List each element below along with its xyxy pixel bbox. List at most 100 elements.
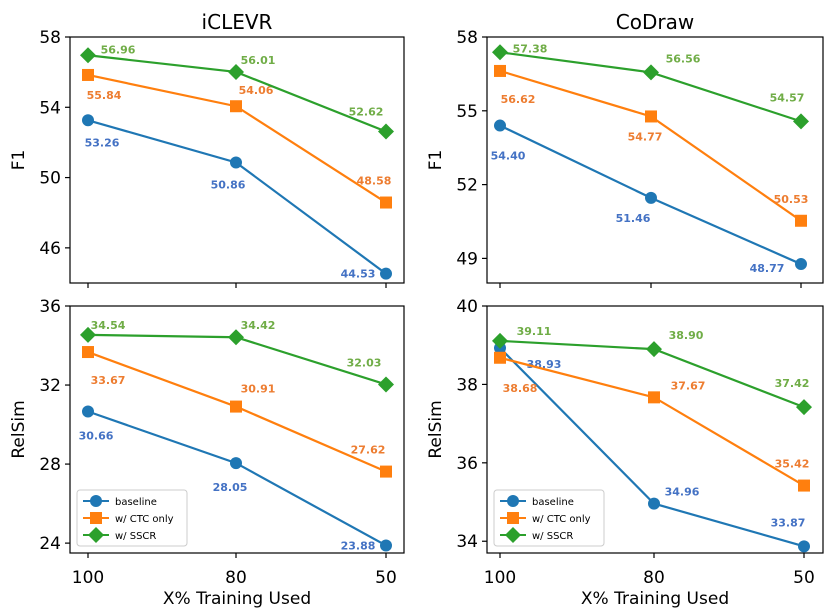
data-label-ctc: 54.06 [239, 84, 274, 97]
y-tick-label: 49 [456, 249, 478, 269]
data-point-sscr [228, 329, 244, 346]
y-tick-label: 32 [39, 376, 61, 396]
data-label-ctc: 48.58 [357, 175, 392, 188]
data-point-ctc [494, 64, 506, 77]
data-point-baseline [380, 539, 392, 552]
x-axis-label: X% Training Used [163, 589, 311, 609]
data-label-baseline: 30.66 [79, 430, 114, 443]
data-point-sscr [492, 44, 508, 61]
chart-title: CoDraw [616, 10, 694, 34]
data-label-baseline: 23.88 [341, 539, 376, 552]
data-label-sscr: 34.54 [91, 319, 126, 332]
legend-marker-sscr [88, 527, 104, 543]
series-baseline: 54.40 51.46 48.77 [491, 119, 807, 275]
series-ctc: 56.62 54.77 50.53 [494, 64, 809, 227]
data-label-baseline: 33.87 [771, 516, 806, 529]
data-point-ctc [230, 100, 242, 113]
legend-label-sscr: w/ SSCR [115, 531, 156, 542]
y-tick-label: 34 [456, 532, 478, 552]
data-point-baseline [230, 457, 242, 470]
series-ctc: 38.68 37.67 35.42 [494, 351, 810, 492]
data-label-baseline: 51.46 [616, 212, 651, 225]
y-tick-label: 38 [456, 375, 478, 395]
y-tick-label: 46 [39, 239, 61, 259]
data-label-sscr: 57.38 [513, 42, 548, 55]
data-point-ctc [798, 479, 810, 492]
data-label-ctc: 35.42 [775, 458, 810, 471]
data-point-sscr [80, 326, 96, 343]
data-point-ctc [82, 68, 94, 81]
x-axis-label: X% Training Used [581, 589, 729, 609]
data-label-ctc: 33.67 [91, 374, 126, 387]
x-tick-label: 100 [72, 568, 104, 588]
data-label-baseline: 44.53 [341, 268, 376, 281]
data-point-baseline [82, 405, 94, 418]
data-point-sscr [378, 376, 394, 393]
y-axis-label: RelSim [426, 400, 446, 458]
data-point-baseline [494, 119, 506, 132]
legend-marker-baseline [507, 495, 519, 507]
data-label-sscr: 37.42 [775, 377, 810, 390]
legend: baseline w/ CTC only w/ SSCR [493, 489, 605, 547]
data-point-sscr [378, 123, 394, 140]
data-label-baseline: 54.40 [491, 150, 526, 163]
data-label-ctc: 50.53 [774, 193, 809, 206]
data-point-sscr [643, 64, 659, 81]
y-tick-label: 36 [456, 454, 478, 474]
legend-label-baseline: baseline [115, 497, 157, 508]
legend-marker-ctc [90, 512, 102, 524]
data-point-ctc [494, 351, 506, 364]
x-tick-label: 50 [793, 568, 815, 588]
legend-label-ctc: w/ CTC only [115, 514, 174, 525]
y-tick-label: 52 [456, 176, 478, 196]
x-tick-label: 80 [225, 568, 247, 588]
data-point-baseline [82, 114, 94, 127]
series-line-ctc [499, 356, 805, 487]
legend-label-ctc: w/ CTC only [532, 514, 591, 525]
y-axis-label: RelSim [9, 400, 29, 458]
chart-panel-1: CoDraw F1 49 52 55 58 54.40 51.46 48.77 56.62 54.7… [426, 10, 824, 288]
data-label-baseline: 34.96 [665, 486, 700, 499]
chart-panel-3: RelSim 34 36 38 40 100 80 50 X% Training Used 38.… [426, 297, 824, 609]
data-label-sscr: 52.62 [349, 106, 384, 119]
data-point-ctc [648, 391, 660, 404]
data-point-ctc [82, 346, 94, 359]
data-point-ctc [380, 465, 392, 478]
y-tick-label: 24 [39, 534, 61, 554]
data-point-sscr [228, 63, 244, 80]
y-tick-label: 50 [39, 169, 61, 189]
data-point-baseline [795, 258, 807, 271]
series-sscr: 57.38 56.56 54.57 [492, 42, 809, 130]
data-point-sscr [796, 399, 812, 416]
y-tick-label: 36 [39, 297, 61, 317]
series-sscr: 56.96 56.01 52.62 [80, 43, 394, 140]
data-point-ctc [795, 214, 807, 227]
data-label-sscr: 56.96 [101, 43, 136, 56]
y-axis-label: F1 [9, 150, 29, 171]
data-label-sscr: 54.57 [770, 91, 805, 104]
data-point-sscr [80, 47, 96, 64]
y-tick-label: 28 [39, 455, 61, 475]
series-sscr: 34.54 34.42 32.03 [80, 319, 394, 393]
data-label-ctc: 54.77 [628, 130, 663, 143]
data-label-baseline: 48.77 [750, 262, 785, 275]
series-sscr: 39.11 38.90 37.42 [492, 325, 812, 416]
data-label-sscr: 56.01 [241, 54, 276, 67]
y-tick-label: 40 [456, 297, 478, 317]
x-tick-label: 50 [375, 568, 397, 588]
y-tick-label: 58 [39, 28, 61, 48]
data-label-sscr: 56.56 [666, 52, 701, 65]
data-label-baseline: 50.86 [211, 178, 246, 191]
y-axis-label: F1 [426, 150, 446, 171]
chart-panel-2: RelSim 24 28 32 36 100 80 50 X% Training Used 30.… [9, 297, 405, 609]
series-baseline: 30.66 28.05 23.88 [79, 405, 392, 552]
data-point-sscr [793, 113, 809, 130]
plot-frame [486, 305, 824, 554]
data-point-ctc [380, 196, 392, 209]
x-tick-label: 100 [484, 568, 516, 588]
data-label-baseline: 53.26 [85, 136, 120, 149]
data-point-baseline [798, 540, 810, 553]
data-label-ctc: 38.68 [503, 382, 538, 395]
